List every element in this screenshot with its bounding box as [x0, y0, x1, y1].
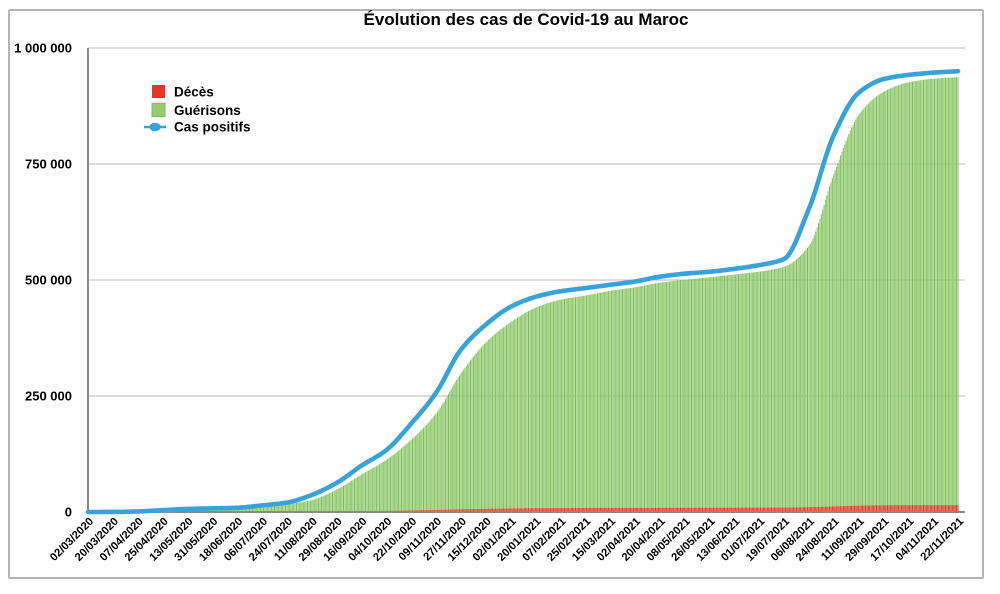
svg-text:250 000: 250 000 — [25, 389, 72, 404]
legend-label-deces: Décès — [174, 85, 214, 100]
svg-text:500 000: 500 000 — [25, 273, 72, 288]
legend-label-guerisons: Guérisons — [174, 103, 241, 118]
svg-text:1 000 000: 1 000 000 — [14, 41, 72, 56]
svg-text:0: 0 — [65, 505, 72, 520]
x-axis-labels: 02/03/202020/03/202007/04/202025/04/2020… — [48, 516, 966, 564]
legend-point-marker-icon — [149, 122, 161, 132]
recoveries-bars — [170, 77, 959, 512]
legend-swatch-guerisons — [151, 103, 166, 117]
cases-line — [85, 68, 961, 515]
chart-frame — [8, 9, 984, 579]
legend-swatch-deces — [152, 85, 165, 98]
svg-text:750 000: 750 000 — [25, 157, 72, 172]
legend-label-cas-positifs: Cas positifs — [174, 120, 251, 135]
y-axis-labels: 0 250 000 500 000 750 000 1 000 000 — [14, 41, 72, 520]
axis-lines — [87, 48, 965, 513]
legend: Décès Guérisons Cas positifs — [144, 85, 251, 135]
chart-title: Évolution des cas de Covid-19 au Maroc — [364, 10, 689, 29]
